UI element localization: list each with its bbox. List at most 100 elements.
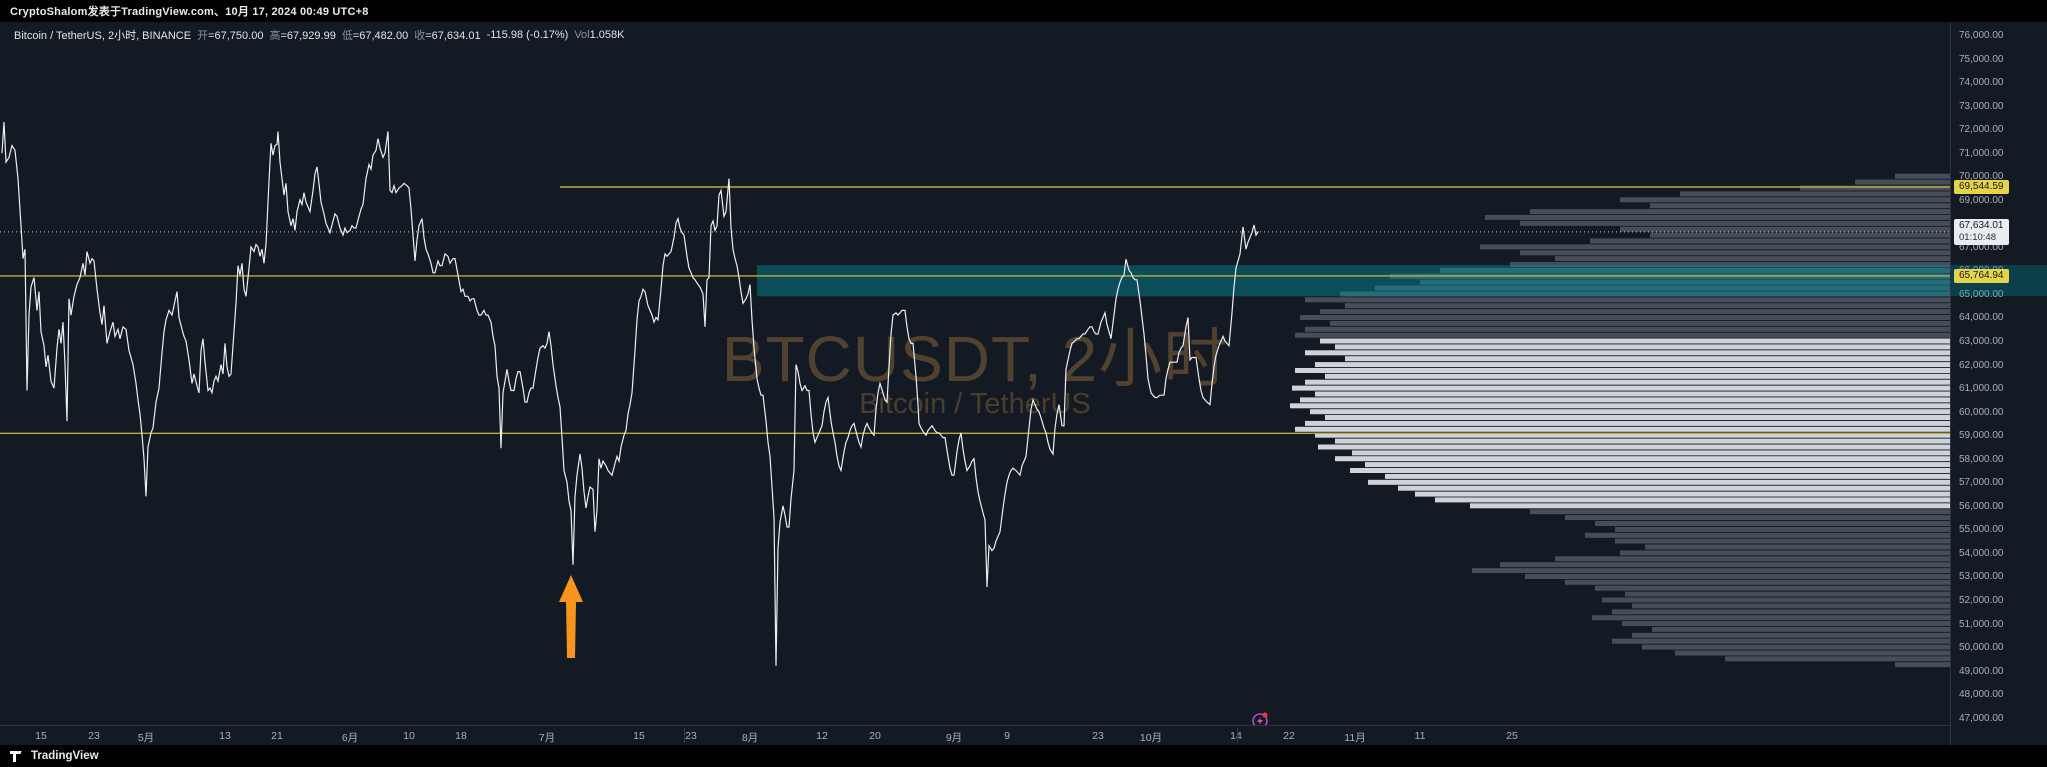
current-price-badge[interactable]: 67,634.01 01:10:48 <box>1954 219 2009 245</box>
high-value: =67,929.99 <box>280 30 336 42</box>
time-axis-label: 21 <box>271 730 283 742</box>
price-axis-tick: 64,000.00 <box>1959 312 2004 323</box>
price-axis-tick: 76,000.00 <box>1959 30 2004 41</box>
volume-profile-bar <box>1335 344 1950 350</box>
volume-profile-bar <box>1305 297 1950 303</box>
volume-profile-bar <box>1415 491 1950 497</box>
volume-profile-bar <box>1525 574 1950 579</box>
time-axis-label: 18 <box>455 730 467 742</box>
price-axis-tick: 74,000.00 <box>1959 77 2004 88</box>
time-axis-label: 15 <box>35 730 47 742</box>
volume-profile-bar <box>1420 279 1950 285</box>
time-axis-label: 11 <box>1414 730 1426 742</box>
price-axis-tick: 50,000.00 <box>1959 642 2004 653</box>
volume-profile-bar <box>1500 562 1950 568</box>
level-price-badge[interactable]: 69,544.59 <box>1954 180 2009 194</box>
supply-zone-rectangle[interactable] <box>757 265 1950 297</box>
price-axis-tick: 72,000.00 <box>1959 124 2004 135</box>
time-axis-label: 6月 <box>341 732 359 744</box>
volume-profile-bar <box>1565 515 1950 521</box>
volume-profile-bar <box>1318 444 1950 450</box>
volume-profile-bar <box>1620 226 1950 232</box>
price-axis-tick: 56,000.00 <box>1959 501 2004 512</box>
volume-profile-bar <box>1530 209 1950 215</box>
price-axis-tick: 63,000.00 <box>1959 336 2004 347</box>
volume-profile-bar <box>1375 285 1950 291</box>
tradingview-logo[interactable]: TradingView <box>0 750 99 762</box>
symbol-title[interactable]: Bitcoin / TetherUS, 2小时, BINANCE <box>14 30 192 42</box>
volume-profile-bar <box>1350 468 1950 473</box>
time-axis-label: 9 <box>1004 730 1010 742</box>
volume-profile-bar <box>1632 603 1950 609</box>
time-axis-separator <box>684 728 685 743</box>
volume-profile-bar <box>1398 485 1950 491</box>
price-axis[interactable]: 76,000.00 75,000.00 74,000.00 73,000.00 72,0… <box>1950 22 2047 745</box>
time-axis-label: 23 <box>88 730 100 742</box>
volume-label: Vol <box>574 29 590 41</box>
up-arrow-annotation[interactable] <box>559 575 583 658</box>
price-axis-tick: 55,000.00 <box>1959 524 2004 535</box>
volume-profile-bar <box>1650 203 1950 209</box>
price-axis-tick: 48,000.00 <box>1959 689 2004 700</box>
time-axis-label: 14 <box>1230 730 1242 742</box>
attribution-text: CryptoShalom发表于TradingView.com、10月 17, 2… <box>10 6 369 18</box>
volume-value: 1.058K <box>589 29 625 41</box>
bar-countdown: 01:10:48 <box>1959 232 1996 243</box>
high-label: 高 <box>269 30 281 42</box>
volume-profile-bar <box>1565 579 1950 585</box>
volume-profile-bar <box>1320 338 1950 344</box>
volume-profile-bar <box>1310 409 1950 415</box>
volume-profile-bar <box>1520 220 1950 226</box>
price-axis-tick: 70,000.00 <box>1959 171 2004 182</box>
volume-profile-bar <box>1315 432 1950 438</box>
volume-profile-bar <box>1615 538 1950 544</box>
tradingview-logo-text: TradingView <box>31 750 99 762</box>
volume-profile-bar <box>1325 373 1950 379</box>
attribution-bar: CryptoShalom发表于TradingView.com、10月 17, 2… <box>0 0 2047 23</box>
level-price-badge[interactable]: 65,764.94 <box>1954 269 2009 283</box>
time-axis-label: 9月 <box>945 732 963 744</box>
price-axis-tick: 69,000.00 <box>1959 195 2004 206</box>
volume-profile-bar <box>1472 568 1950 574</box>
volume-profile-bar <box>1305 350 1950 356</box>
volume-profile-bar <box>1320 309 1950 315</box>
volume-profile-bar <box>1345 303 1950 309</box>
price-axis-tick: 71,000.00 <box>1959 148 2004 159</box>
event-marker-icon[interactable] <box>1252 713 1268 725</box>
price-chart-canvas[interactable] <box>0 22 1950 725</box>
volume-profile-bar <box>1530 509 1950 515</box>
volume-profile-bar <box>1650 232 1950 238</box>
change-value: -115.98 (-0.17%) <box>486 29 569 41</box>
volume-profile-bar <box>1622 621 1950 626</box>
volume-profile-bar <box>1595 585 1950 591</box>
time-axis[interactable]: 15 23 5月 13 21 6月 10 18 7月 15 23 8月 12 20 9月 9 23 10月 14 22… <box>0 725 2047 746</box>
bottom-toolbar: TradingView <box>0 745 2047 767</box>
volume-profile-bar <box>1590 238 1950 244</box>
volume-profile-bar <box>1595 521 1950 526</box>
volume-profile-bar <box>1470 503 1950 509</box>
time-axis-label: 23 <box>685 730 697 742</box>
volume-profile-bar <box>1295 368 1950 373</box>
symbol-legend[interactable]: Bitcoin / TetherUS, 2小时, BINANCE 开=67,75… <box>14 27 625 43</box>
volume-profile-bar <box>1895 662 1950 668</box>
volume-profile-bar <box>1290 403 1950 409</box>
volume-profile-bar <box>1295 332 1950 338</box>
time-axis-label: 7月 <box>538 732 556 744</box>
price-series-line[interactable] <box>1 122 1259 666</box>
volume-profile-bar <box>1305 379 1950 385</box>
volume-profile-bar <box>1612 609 1950 615</box>
volume-profile-bar <box>1620 550 1950 556</box>
volume-profile-bar <box>1725 656 1950 662</box>
tradingview-logo-icon <box>10 750 25 762</box>
volume-profile-bar <box>1592 615 1950 621</box>
price-axis-tick: 54,000.00 <box>1959 548 2004 559</box>
volume-profile-bar <box>1368 479 1950 485</box>
price-axis-tick: 67,000.00 <box>1959 242 2004 253</box>
volume-profile-bar <box>1435 497 1950 503</box>
open-value: =67,750.00 <box>208 30 264 42</box>
volume-profile-bar <box>1295 426 1950 432</box>
price-axis-tick: 75,000.00 <box>1959 54 2004 65</box>
price-axis-tick: 53,000.00 <box>1959 571 2004 582</box>
volume-profile-bar <box>1620 197 1950 203</box>
